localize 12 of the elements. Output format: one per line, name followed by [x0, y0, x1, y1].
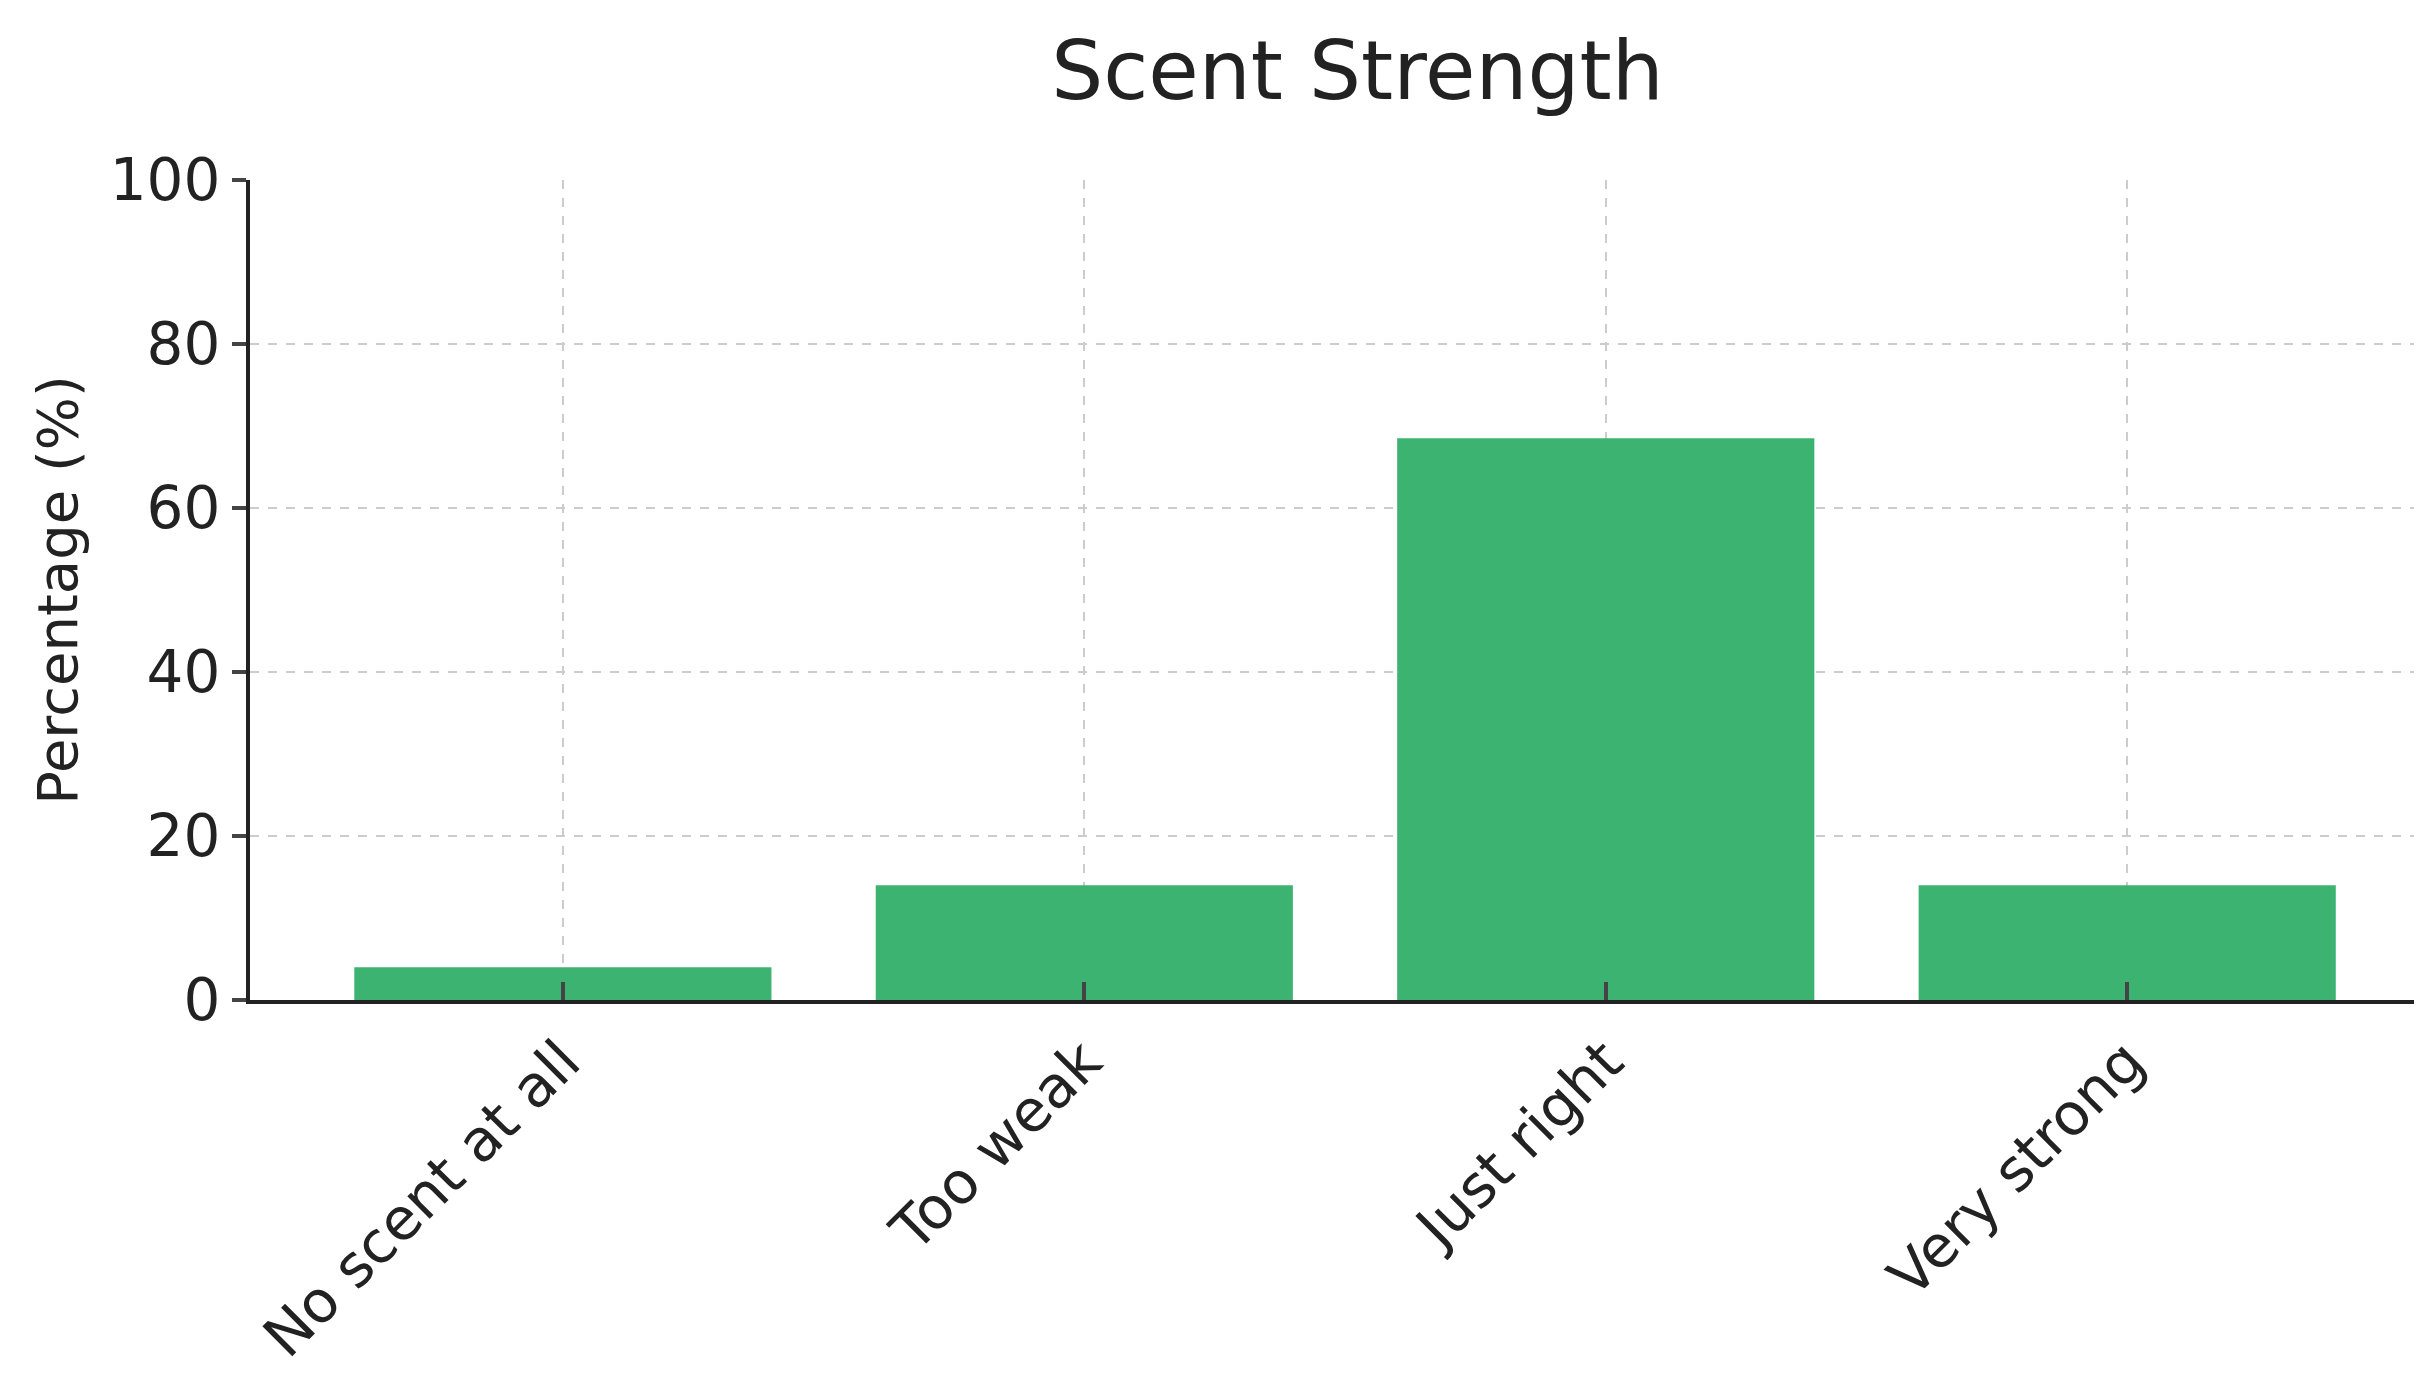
bar: [354, 967, 772, 1000]
y-tick-label: 20: [146, 802, 221, 871]
y-tick-label: 100: [109, 146, 221, 215]
y-tick-label: 40: [146, 638, 221, 707]
y-tick-label: 0: [183, 966, 221, 1035]
y-tick-label: 80: [146, 310, 221, 379]
y-axis-title: Percentage (%): [25, 375, 91, 805]
bar: [1918, 885, 2336, 1000]
y-tick-label: 60: [146, 474, 221, 543]
chart-title: Scent Strength: [1051, 22, 1664, 118]
bar: [1397, 438, 1815, 1000]
bar: [875, 885, 1293, 1000]
